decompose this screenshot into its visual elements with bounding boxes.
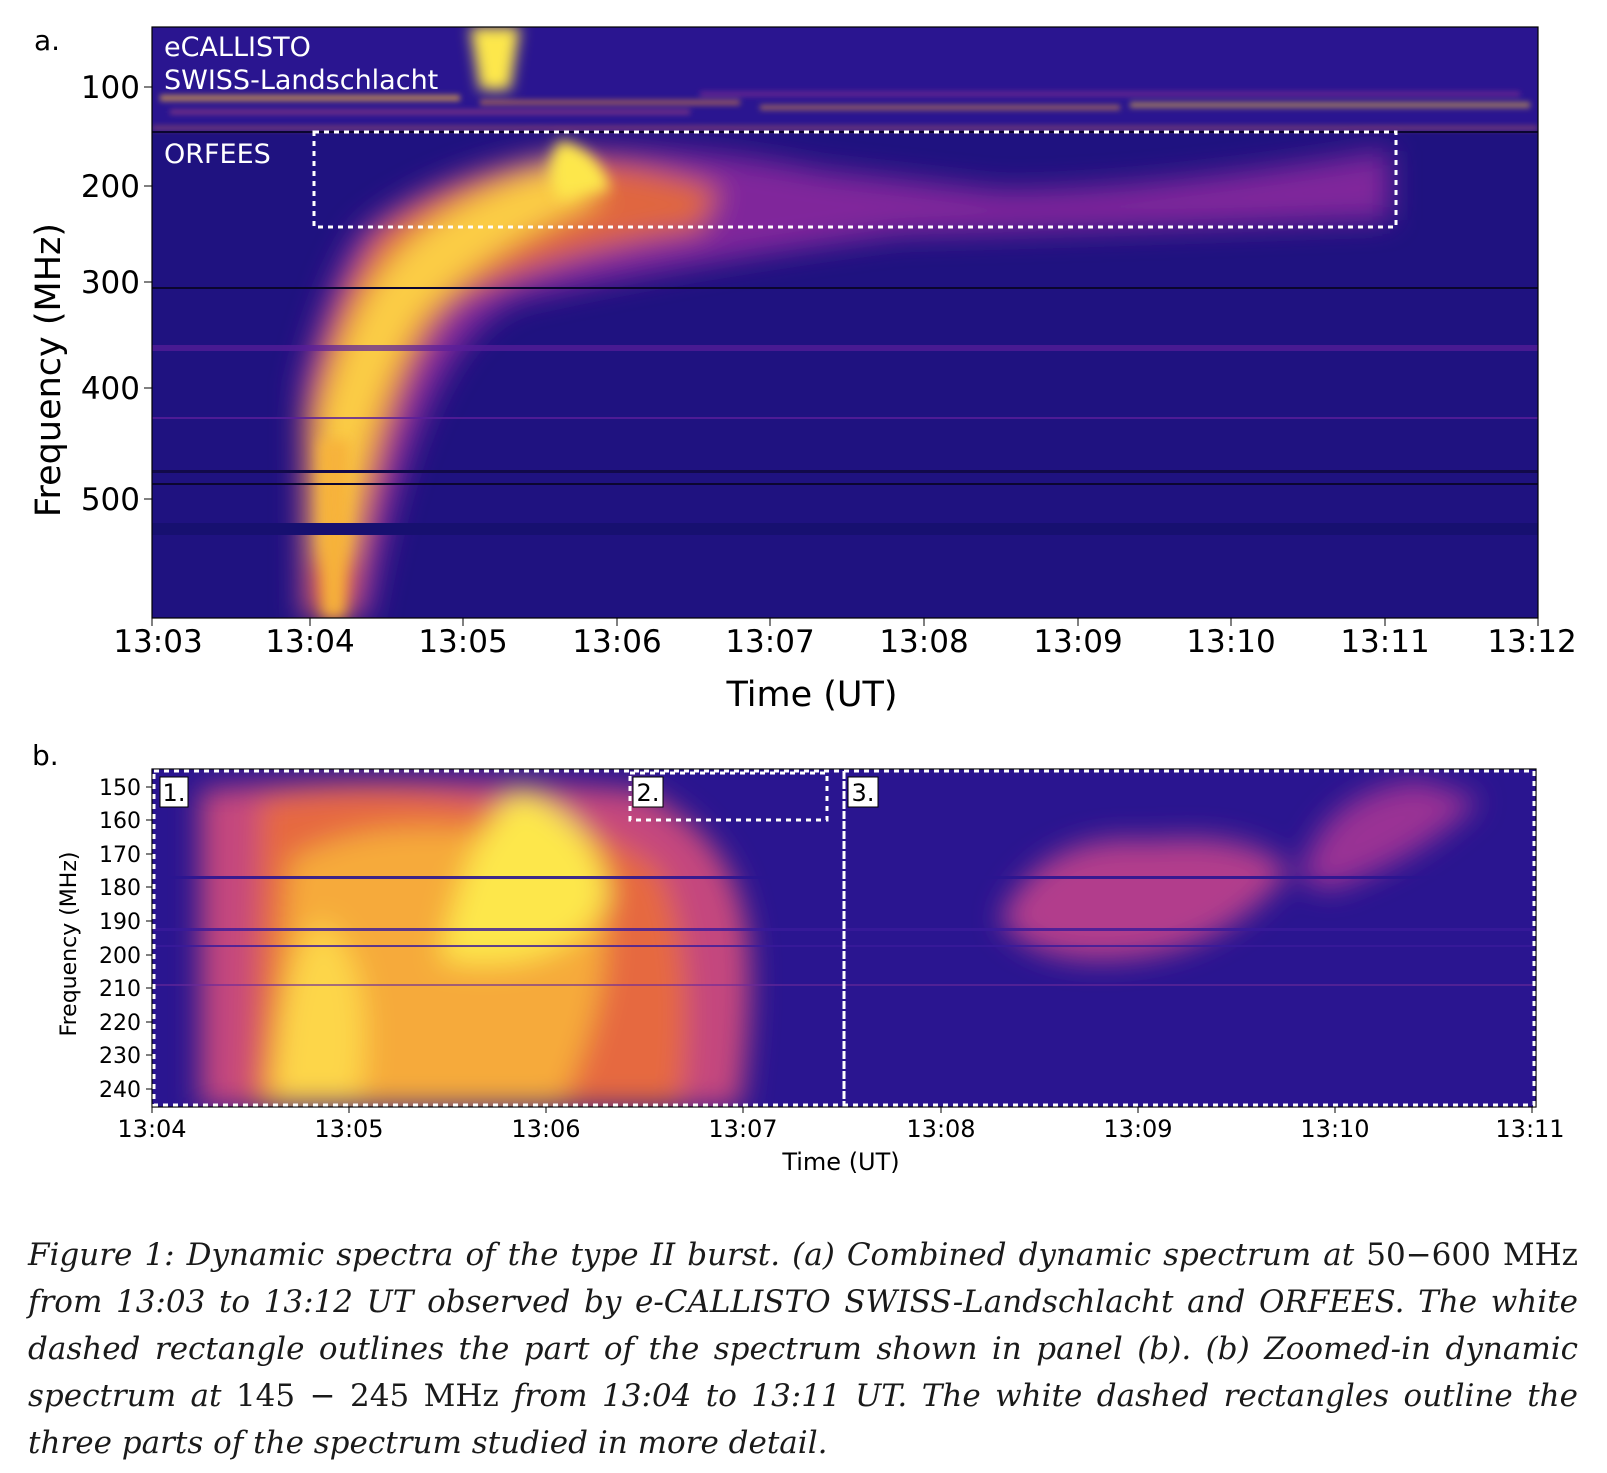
x-tick-label: 13:07	[708, 1115, 777, 1143]
panel-b-x-label: Time (UT)	[781, 1148, 899, 1176]
caption-part-1: Figure 1: Dynamic spectra of the type II…	[28, 1237, 1367, 1273]
x-tick-label: 13:08	[906, 1115, 975, 1143]
x-tick-label: 13:08	[879, 624, 968, 660]
box-2-tag	[632, 776, 664, 808]
box-3-outline	[842, 769, 1536, 1107]
x-tick-label: 13:06	[511, 1115, 580, 1143]
caption-range-b: 145 − 245 MHz	[235, 1378, 499, 1414]
panel-a-y-axis: 100 200 300 400 500	[81, 70, 152, 518]
annotation-ecallisto: eCALLISTO	[164, 32, 311, 63]
y-tick-label: 100	[81, 70, 140, 106]
y-tick-label: 160	[99, 809, 141, 834]
y-tick-label: 200	[99, 944, 141, 969]
annotation-orfees: ORFEES	[164, 139, 271, 170]
box-2-label: 2.	[637, 779, 660, 807]
x-tick-label: 13:06	[572, 624, 661, 660]
x-tick-label: 13:12	[1487, 624, 1576, 660]
box-1-label: 1.	[163, 779, 186, 807]
x-tick-label: 13:05	[314, 1115, 383, 1143]
box-1-tag	[159, 776, 189, 808]
panel-b-frame	[151, 768, 1537, 1108]
x-tick-label: 13:04	[117, 1115, 186, 1143]
panel-b-y-axis: 150 160 170 180 190 200 210 220 230 240	[99, 776, 152, 1103]
caption-range-a: 50−600 MHz	[1366, 1237, 1578, 1273]
y-tick-label: 400	[81, 371, 140, 407]
panel-a-zoom-box	[312, 130, 1398, 229]
x-tick-label: 13:11	[1495, 1115, 1564, 1143]
x-tick-label: 13:04	[265, 624, 354, 660]
y-tick-label: 190	[99, 910, 141, 935]
x-tick-label: 13:03	[113, 624, 202, 660]
annotation-swiss-landschlacht: SWISS-Landschlacht	[164, 65, 438, 96]
panel-a-label: a.	[34, 24, 60, 57]
figure-caption: Figure 1: Dynamic spectra of the type II…	[28, 1232, 1578, 1467]
y-tick-label: 200	[81, 169, 140, 205]
y-tick-label: 220	[99, 1011, 141, 1036]
panel-b-label: b.	[32, 739, 59, 772]
y-tick-label: 240	[99, 1078, 141, 1103]
panel-b-x-axis: 13:04 13:05 13:06 13:07 13:08 13:09 13:1…	[117, 1107, 1565, 1143]
y-tick-label: 500	[81, 482, 140, 518]
panel-a-spectrum	[152, 27, 1538, 618]
box-3-tag	[847, 776, 879, 808]
x-tick-label: 13:05	[418, 624, 507, 660]
panel-a-frame	[151, 26, 1539, 619]
panel-a-y-label: Frequency (MHz)	[29, 223, 69, 517]
y-tick-label: 180	[99, 876, 141, 901]
x-tick-label: 13:10	[1186, 624, 1275, 660]
panel-b-y-label: Frequency (MHz)	[57, 852, 82, 1037]
figure: a.	[29, 24, 1577, 1176]
x-tick-label: 13:09	[1033, 624, 1122, 660]
panel-a-x-axis: 13:03 13:04 13:05 13:06 13:07 13:08 13:0…	[113, 618, 1577, 660]
box-2-outline	[628, 771, 829, 822]
y-tick-label: 230	[99, 1044, 141, 1069]
x-tick-label: 13:09	[1103, 1115, 1172, 1143]
panel-a-x-label: Time (UT)	[725, 675, 897, 715]
y-tick-label: 300	[81, 265, 140, 301]
caption-part-3: from 13:04 to 13:11 UT. The white dashed…	[28, 1378, 1578, 1461]
y-tick-label: 210	[99, 977, 141, 1002]
box-3-label: 3.	[852, 779, 875, 807]
x-tick-label: 13:10	[1300, 1115, 1369, 1143]
x-tick-label: 13:11	[1340, 624, 1429, 660]
x-tick-label: 13:07	[725, 624, 814, 660]
y-tick-label: 170	[99, 843, 141, 868]
y-tick-label: 150	[99, 776, 141, 801]
box-1-outline	[152, 769, 846, 1107]
caption-part-2: from 13:03 to 13:12 UT observed by e-CAL…	[28, 1284, 1578, 1414]
